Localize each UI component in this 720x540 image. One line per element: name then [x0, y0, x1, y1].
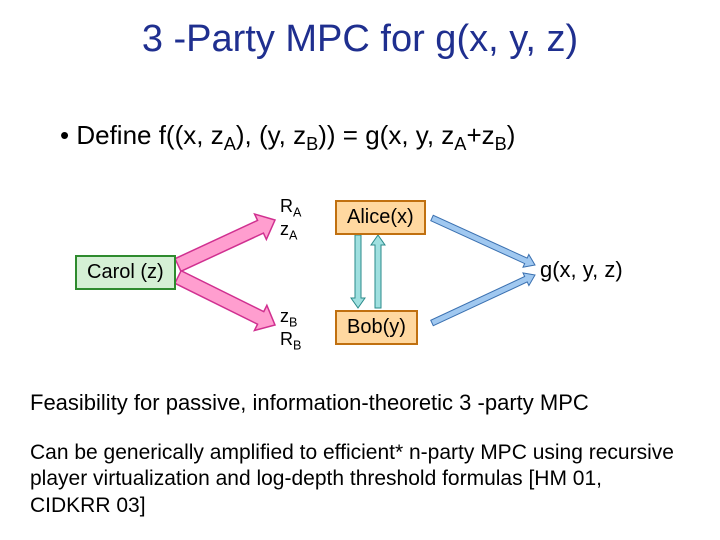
carol-box: Carol (z) — [75, 255, 176, 290]
label-ra-za: RAzA — [280, 197, 301, 244]
diagram-area: Carol (z) Alice(x) Bob(y) RAzA zBRB g(x,… — [0, 195, 720, 365]
feasibility-text: Feasibility for passive, information-the… — [30, 390, 690, 416]
slide-title: 3 -Party MPC for g(x, y, z) — [0, 0, 720, 61]
amplify-text: Can be generically amplified to efficien… — [30, 440, 680, 519]
bob-box: Bob(y) — [335, 310, 418, 345]
alice-box: Alice(x) — [335, 200, 426, 235]
label-zb-rb: zBRB — [280, 307, 301, 354]
define-text: • Define f((x, zA), (y, zB)) = g(x, y, z… — [60, 120, 515, 155]
output-label: g(x, y, z) — [540, 257, 623, 283]
